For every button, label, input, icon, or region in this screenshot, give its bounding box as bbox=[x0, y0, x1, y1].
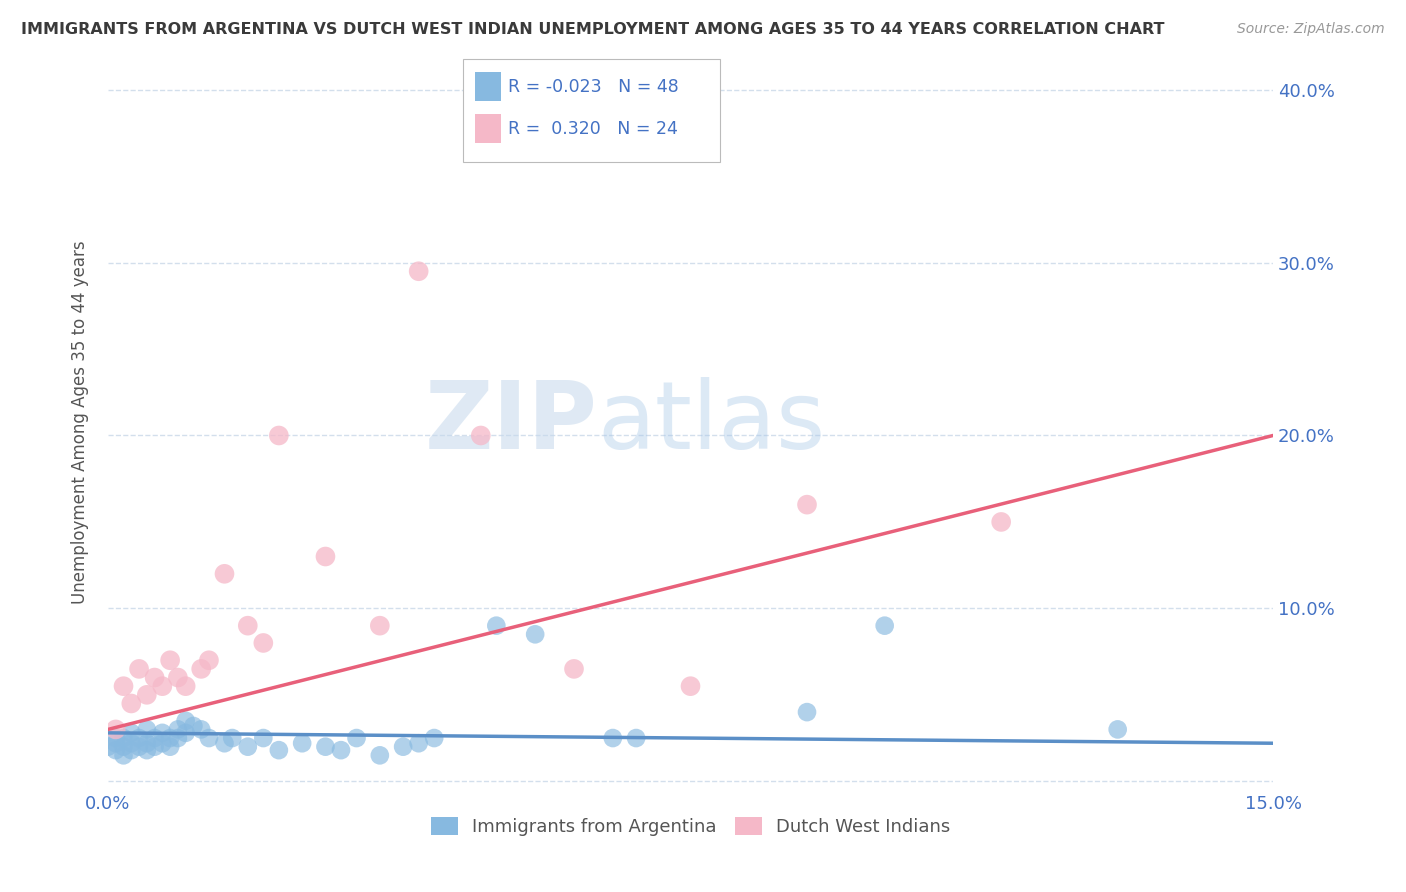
Point bbox=[120, 726, 142, 740]
Point bbox=[112, 679, 135, 693]
Point bbox=[679, 679, 702, 693]
Point bbox=[236, 739, 259, 754]
Point bbox=[104, 736, 127, 750]
Point bbox=[112, 739, 135, 754]
Legend: Immigrants from Argentina, Dutch West Indians: Immigrants from Argentina, Dutch West In… bbox=[430, 817, 950, 836]
Point bbox=[104, 743, 127, 757]
Text: ZIP: ZIP bbox=[425, 376, 598, 468]
Point bbox=[150, 679, 173, 693]
Point bbox=[112, 731, 135, 745]
Point bbox=[252, 731, 274, 745]
Point bbox=[602, 731, 624, 745]
Point bbox=[198, 653, 221, 667]
Text: R = -0.023   N = 48: R = -0.023 N = 48 bbox=[508, 78, 678, 95]
Point bbox=[104, 731, 127, 745]
Point bbox=[143, 671, 166, 685]
Point bbox=[470, 428, 492, 442]
Point bbox=[120, 736, 142, 750]
Point bbox=[143, 731, 166, 745]
Point bbox=[120, 697, 142, 711]
Point bbox=[314, 549, 336, 564]
Point bbox=[408, 264, 430, 278]
Point bbox=[159, 653, 181, 667]
FancyBboxPatch shape bbox=[475, 114, 501, 144]
Text: R =  0.320   N = 24: R = 0.320 N = 24 bbox=[508, 120, 678, 137]
Point bbox=[796, 498, 818, 512]
Point bbox=[990, 515, 1012, 529]
Point bbox=[143, 739, 166, 754]
Point bbox=[252, 636, 274, 650]
Point bbox=[368, 618, 391, 632]
Point bbox=[873, 618, 896, 632]
Point bbox=[368, 748, 391, 763]
Point bbox=[174, 726, 197, 740]
Point bbox=[167, 731, 190, 745]
Point bbox=[167, 723, 190, 737]
Point bbox=[104, 723, 127, 737]
Point bbox=[198, 731, 221, 745]
FancyBboxPatch shape bbox=[464, 59, 720, 161]
Point bbox=[1107, 723, 1129, 737]
Text: IMMIGRANTS FROM ARGENTINA VS DUTCH WEST INDIAN UNEMPLOYMENT AMONG AGES 35 TO 44 : IMMIGRANTS FROM ARGENTINA VS DUTCH WEST … bbox=[21, 22, 1164, 37]
Point bbox=[135, 736, 157, 750]
Point bbox=[128, 739, 150, 754]
Point bbox=[112, 748, 135, 763]
Point bbox=[159, 731, 181, 745]
Point bbox=[159, 739, 181, 754]
Point bbox=[135, 688, 157, 702]
FancyBboxPatch shape bbox=[475, 72, 501, 102]
Point bbox=[128, 662, 150, 676]
Point bbox=[423, 731, 446, 745]
Point bbox=[214, 736, 236, 750]
Point bbox=[150, 726, 173, 740]
Point bbox=[562, 662, 585, 676]
Point bbox=[97, 739, 120, 754]
Point bbox=[796, 705, 818, 719]
Point bbox=[135, 743, 157, 757]
Point bbox=[190, 723, 212, 737]
Point bbox=[174, 679, 197, 693]
Point bbox=[408, 736, 430, 750]
Point bbox=[190, 662, 212, 676]
Text: Source: ZipAtlas.com: Source: ZipAtlas.com bbox=[1237, 22, 1385, 37]
Point bbox=[128, 731, 150, 745]
Point bbox=[314, 739, 336, 754]
Text: atlas: atlas bbox=[598, 376, 825, 468]
Point bbox=[346, 731, 368, 745]
Point bbox=[485, 618, 508, 632]
Point bbox=[120, 743, 142, 757]
Point bbox=[221, 731, 243, 745]
Point bbox=[183, 719, 205, 733]
Point bbox=[174, 714, 197, 728]
Point bbox=[267, 428, 290, 442]
Point bbox=[624, 731, 647, 745]
Point bbox=[267, 743, 290, 757]
Point bbox=[214, 566, 236, 581]
Point bbox=[150, 736, 173, 750]
Point bbox=[524, 627, 547, 641]
Point bbox=[236, 618, 259, 632]
Point bbox=[291, 736, 314, 750]
Y-axis label: Unemployment Among Ages 35 to 44 years: Unemployment Among Ages 35 to 44 years bbox=[72, 241, 89, 605]
Point bbox=[330, 743, 353, 757]
Point bbox=[167, 671, 190, 685]
Point bbox=[135, 723, 157, 737]
Point bbox=[392, 739, 415, 754]
